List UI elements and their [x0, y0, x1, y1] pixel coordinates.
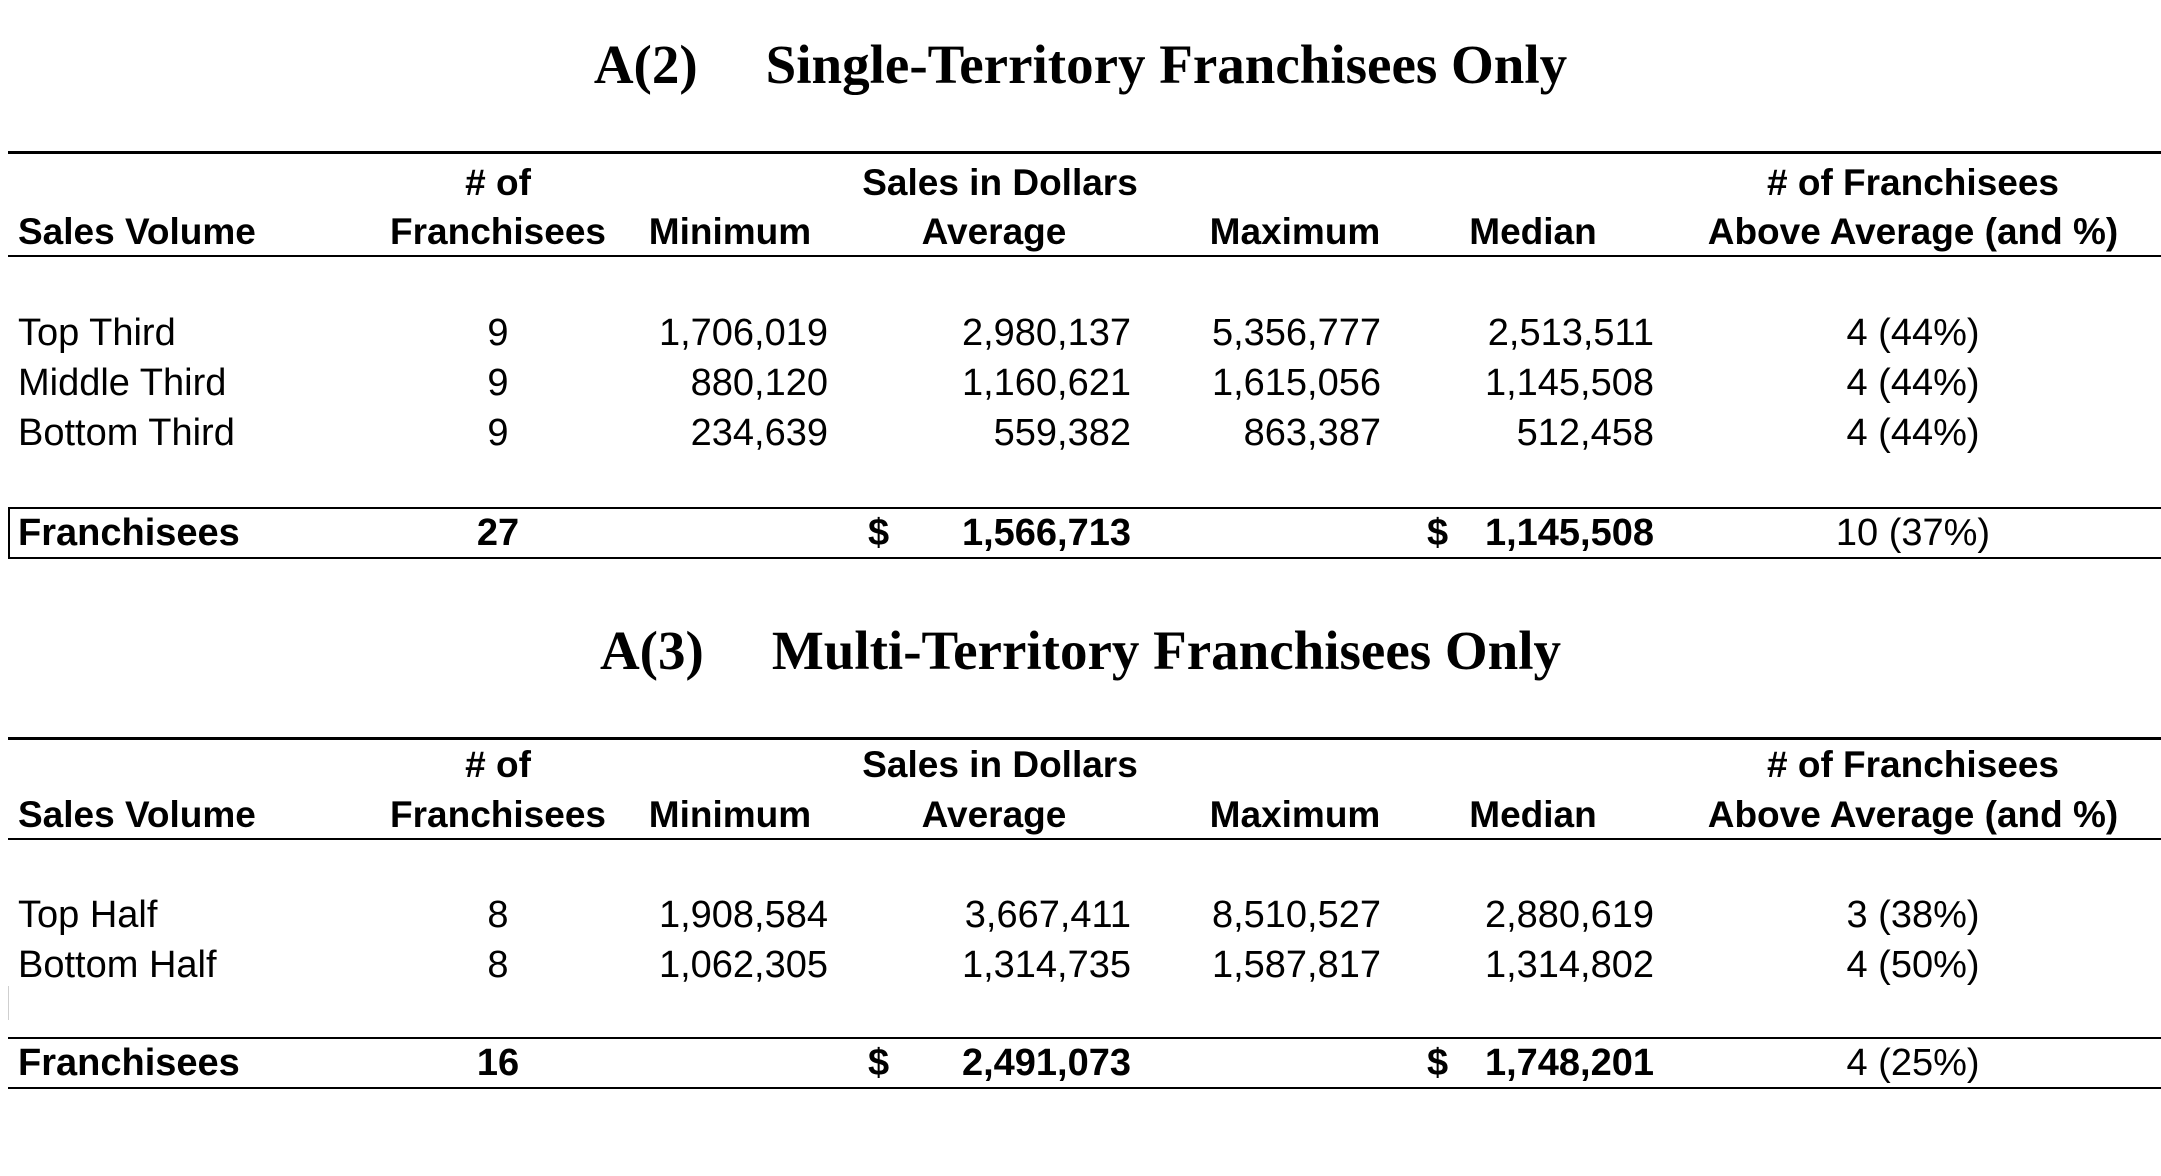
total-average-currency: $	[868, 512, 890, 554]
row-maximum: 863,387	[1243, 412, 1381, 454]
header-above-line2: Above Average (and %)	[1707, 211, 2119, 252]
row-count: 8	[487, 894, 509, 936]
row-minimum: 1,706,019	[658, 312, 828, 354]
row-label: Bottom Third	[18, 412, 235, 454]
header-sales-in-dollars: Sales in Dollars	[862, 162, 1138, 203]
row-minimum: 234,639	[690, 412, 828, 454]
row-above-average: 4 (50%)	[1846, 944, 1980, 986]
row-median: 2,513,511	[1487, 312, 1654, 354]
total-average-currency: $	[868, 1042, 890, 1084]
cell-edge-mark	[8, 986, 9, 1020]
table-top-rule	[8, 737, 2161, 740]
total-label: Franchisees	[18, 512, 240, 554]
header-bottom-rule	[8, 838, 2161, 840]
row-average: 559,382	[993, 412, 1131, 454]
header-bottom-rule	[8, 255, 2161, 257]
section-title: A(3) Multi-Territory Franchisees Only	[0, 616, 2161, 686]
total-above-average: 4 (25%)	[1846, 1042, 1980, 1084]
row-above-average: 3 (38%)	[1846, 894, 1980, 936]
row-count: 9	[487, 312, 509, 354]
header-maximum: Maximum	[1209, 211, 1381, 252]
header-sales-volume: Sales Volume	[18, 211, 256, 252]
row-above-average: 4 (44%)	[1846, 362, 1980, 404]
total-average: 1,566,713	[961, 512, 1131, 554]
header-num-line1: # of	[465, 162, 531, 203]
multi-territory-section: A(3) Multi-Territory Franchisees Only Sal…	[0, 586, 2161, 1176]
row-label: Top Third	[18, 312, 176, 354]
total-count: 16	[476, 1042, 520, 1084]
row-median: 1,145,508	[1484, 362, 1654, 404]
header-minimum: Minimum	[648, 794, 812, 835]
total-average: 2,491,073	[961, 1042, 1131, 1084]
section-code: A(2)	[593, 34, 698, 95]
header-above-line1: # of Franchisees	[1766, 744, 2060, 785]
total-top-rule	[8, 507, 2161, 509]
row-median: 2,880,619	[1484, 894, 1654, 936]
header-above-line2: Above Average (and %)	[1707, 794, 2119, 835]
row-label: Middle Third	[18, 362, 227, 404]
total-left-rule	[8, 507, 10, 558]
row-average: 3,667,411	[964, 894, 1131, 936]
total-above-average: 10 (37%)	[1835, 512, 1991, 554]
section-title: A(2) Single-Territory Franchisees Only	[0, 30, 2161, 100]
total-median: 1,145,508	[1484, 512, 1654, 554]
row-median: 512,458	[1516, 412, 1654, 454]
section-title-text: Multi-Territory Franchisees Only	[771, 620, 1562, 681]
section-title-text: Single-Territory Franchisees Only	[765, 34, 1568, 95]
total-top-rule	[8, 1037, 2161, 1039]
row-minimum: 1,062,305	[658, 944, 828, 986]
row-average: 1,160,621	[961, 362, 1131, 404]
row-count: 9	[487, 412, 509, 454]
total-bottom-rule	[8, 1087, 2161, 1089]
header-num-line2: Franchisees	[390, 211, 606, 252]
header-median: Median	[1469, 794, 1597, 835]
total-bottom-rule	[8, 557, 2161, 559]
row-minimum: 880,120	[690, 362, 828, 404]
row-label: Bottom Half	[18, 944, 217, 986]
header-maximum: Maximum	[1209, 794, 1381, 835]
row-minimum: 1,908,584	[658, 894, 828, 936]
row-average: 2,980,137	[961, 312, 1131, 354]
table-top-rule	[8, 151, 2161, 154]
header-sales-volume: Sales Volume	[18, 794, 256, 835]
total-count: 27	[476, 512, 520, 554]
row-count: 8	[487, 944, 509, 986]
header-above-line1: # of Franchisees	[1766, 162, 2060, 203]
header-num-line1: # of	[465, 744, 531, 785]
header-average: Average	[921, 794, 1067, 835]
row-above-average: 4 (44%)	[1846, 412, 1980, 454]
row-count: 9	[487, 362, 509, 404]
section-code: A(3)	[599, 620, 704, 681]
row-median: 1,314,802	[1484, 944, 1654, 986]
row-maximum: 1,587,817	[1211, 944, 1381, 986]
header-minimum: Minimum	[648, 211, 812, 252]
header-median: Median	[1469, 211, 1597, 252]
header-sales-in-dollars: Sales in Dollars	[862, 744, 1138, 785]
row-average: 1,314,735	[961, 944, 1131, 986]
total-label: Franchisees	[18, 1042, 240, 1084]
single-territory-section: A(2) Single-Territory Franchisees Only Sa…	[0, 30, 2161, 559]
total-median-currency: $	[1427, 1042, 1449, 1084]
row-maximum: 8,510,527	[1211, 894, 1381, 936]
total-median: 1,748,201	[1484, 1042, 1654, 1084]
total-median-currency: $	[1427, 512, 1449, 554]
header-average: Average	[921, 211, 1067, 252]
row-maximum: 1,615,056	[1211, 362, 1381, 404]
row-label: Top Half	[18, 894, 158, 936]
row-above-average: 4 (44%)	[1846, 312, 1980, 354]
row-maximum: 5,356,777	[1211, 312, 1381, 354]
header-num-line2: Franchisees	[390, 794, 606, 835]
